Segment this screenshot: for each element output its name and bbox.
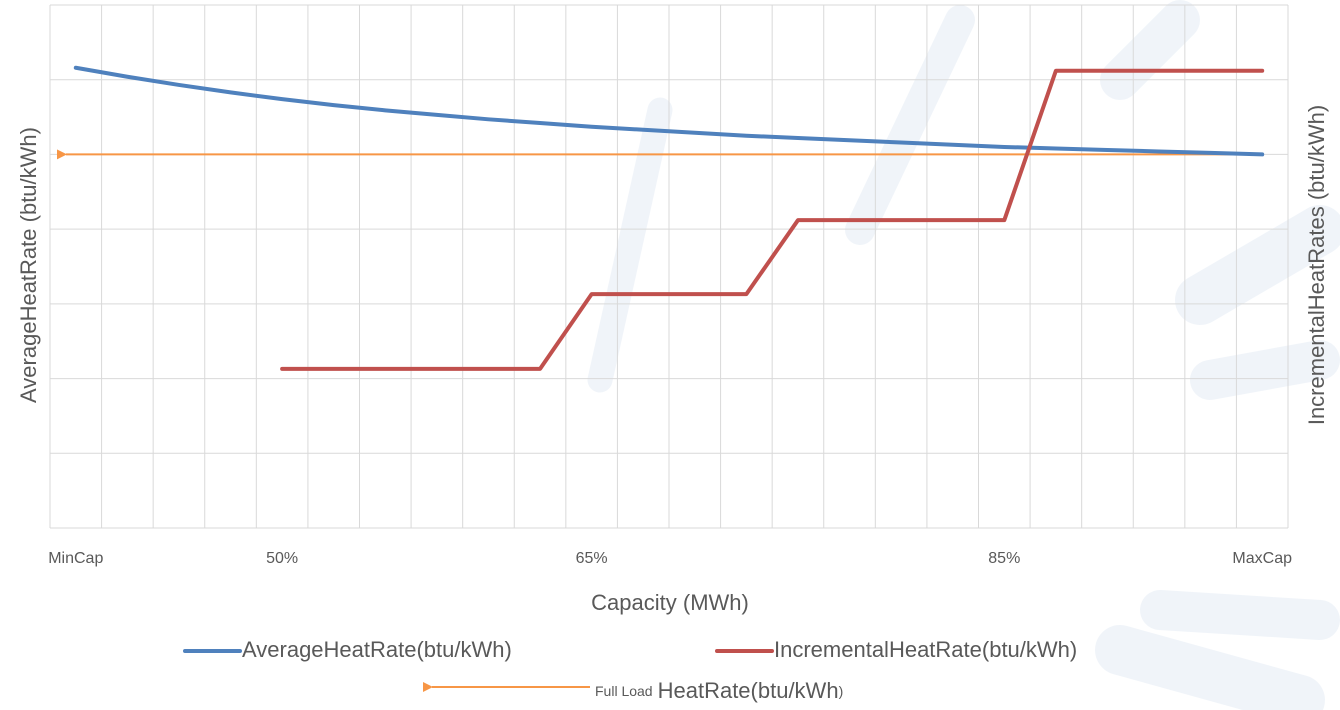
x-tick-label: 85% [988,550,1020,567]
x-axis-title: Capacity (MWh) [591,590,749,615]
legend-label: IncrementalHeatRate(btu/kWh) [774,637,1077,662]
legend-label: Full Load HeatRate(btu/kWh) [595,678,843,703]
legend-label-part: HeatRate(btu/kWh [658,678,839,703]
legend-label-part: Full Load [595,683,653,699]
legend-label: AverageHeatRate(btu/kWh) [242,637,512,662]
x-tick-label: MaxCap [1232,550,1292,567]
y-axis-title: AverageHeatRate (btu/kWh) [16,127,41,403]
x-tick-label: 65% [576,550,608,567]
x-tick-label: 50% [266,550,298,567]
y2-axis-title: IncrementalHeatRates (btu/kWh) [1304,105,1329,425]
legend-label-part: ) [839,683,844,699]
series-line [73,65,1265,157]
x-tick-label: MinCap [48,550,103,567]
series-line [280,68,1265,371]
